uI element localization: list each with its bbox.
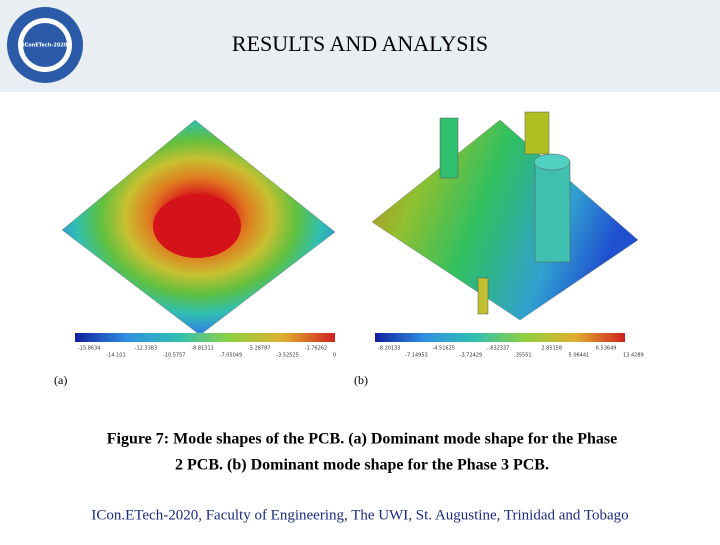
scale-label: 5.06441: [569, 353, 590, 359]
logo-text: IConETech-2020: [23, 43, 68, 49]
scale-label: 2.85158: [541, 346, 562, 352]
footer: ICon.ETech-2020, Faculty of Engineering,…: [91, 507, 628, 523]
scale-label: .35551: [514, 353, 532, 359]
slide-title: RESULTS AND ANALYSIS: [232, 31, 488, 56]
figure-a: [61, 119, 336, 342]
scale-label: -5.28787: [248, 346, 270, 352]
scale-label: -.832337: [487, 346, 509, 352]
scale-label: -14.101: [106, 353, 125, 359]
scale-label: -12.3383: [135, 346, 157, 352]
scale-label: -3.72429: [460, 353, 482, 359]
scale-label: 13.4289: [623, 353, 644, 359]
panel-label: (b): [354, 373, 368, 387]
caption-line: 2 PCB. (b) Dominant mode shape for the P…: [175, 457, 549, 474]
scale-label: -3.52525: [276, 353, 298, 359]
header-band: [0, 0, 720, 92]
panel-label: (a): [54, 373, 67, 387]
scale-label: 6.53649: [596, 346, 617, 352]
scale-label: -8.20133: [378, 346, 400, 352]
figure-b: [371, 111, 639, 342]
scale-label: -7.05049: [220, 353, 242, 359]
caption-line: Figure 7: Mode shapes of the PCB. (a) Do…: [107, 431, 618, 448]
scale-label: -7.14953: [405, 353, 427, 359]
scale-label: -4.51625: [432, 346, 454, 352]
scale-label: 0: [333, 353, 336, 359]
logo: IConETech-2020: [7, 7, 83, 83]
scale-label: -15.8634: [78, 346, 100, 352]
scale-label: -1.76262: [305, 346, 327, 352]
scale-label: -8.81311: [191, 346, 213, 352]
scale-label: -10.5757: [163, 353, 185, 359]
